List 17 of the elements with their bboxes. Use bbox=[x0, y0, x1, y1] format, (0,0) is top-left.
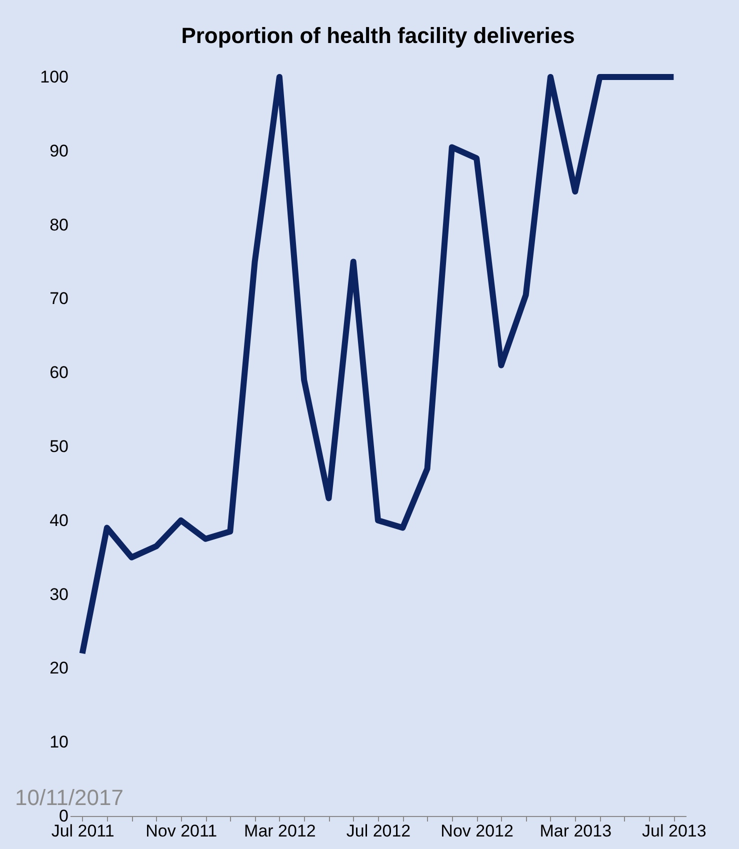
x-tick-label: Nov 2012 bbox=[440, 822, 514, 840]
y-tick-label: 100 bbox=[40, 68, 68, 86]
x-tick-label: Jul 2012 bbox=[346, 822, 411, 840]
y-tick-label: 80 bbox=[50, 215, 68, 234]
y-tick-label: 50 bbox=[50, 437, 68, 456]
y-tick-label: 20 bbox=[50, 658, 68, 678]
y-tick-label: 40 bbox=[50, 510, 68, 530]
x-tick-label: Mar 2012 bbox=[244, 822, 316, 840]
y-tick-label: 10 bbox=[50, 732, 68, 752]
y-tick-label: 60 bbox=[50, 363, 68, 382]
x-tick-label: Mar 2013 bbox=[540, 822, 612, 840]
y-tick-label: 90 bbox=[50, 141, 68, 160]
x-tick-label: Nov 2011 bbox=[146, 822, 218, 840]
y-tick-label: 70 bbox=[50, 289, 68, 308]
x-tick-label: Jul 2013 bbox=[642, 822, 706, 840]
chart-title: Proportion of health facility deliveries bbox=[181, 23, 575, 48]
y-tick-label: 30 bbox=[50, 584, 68, 604]
